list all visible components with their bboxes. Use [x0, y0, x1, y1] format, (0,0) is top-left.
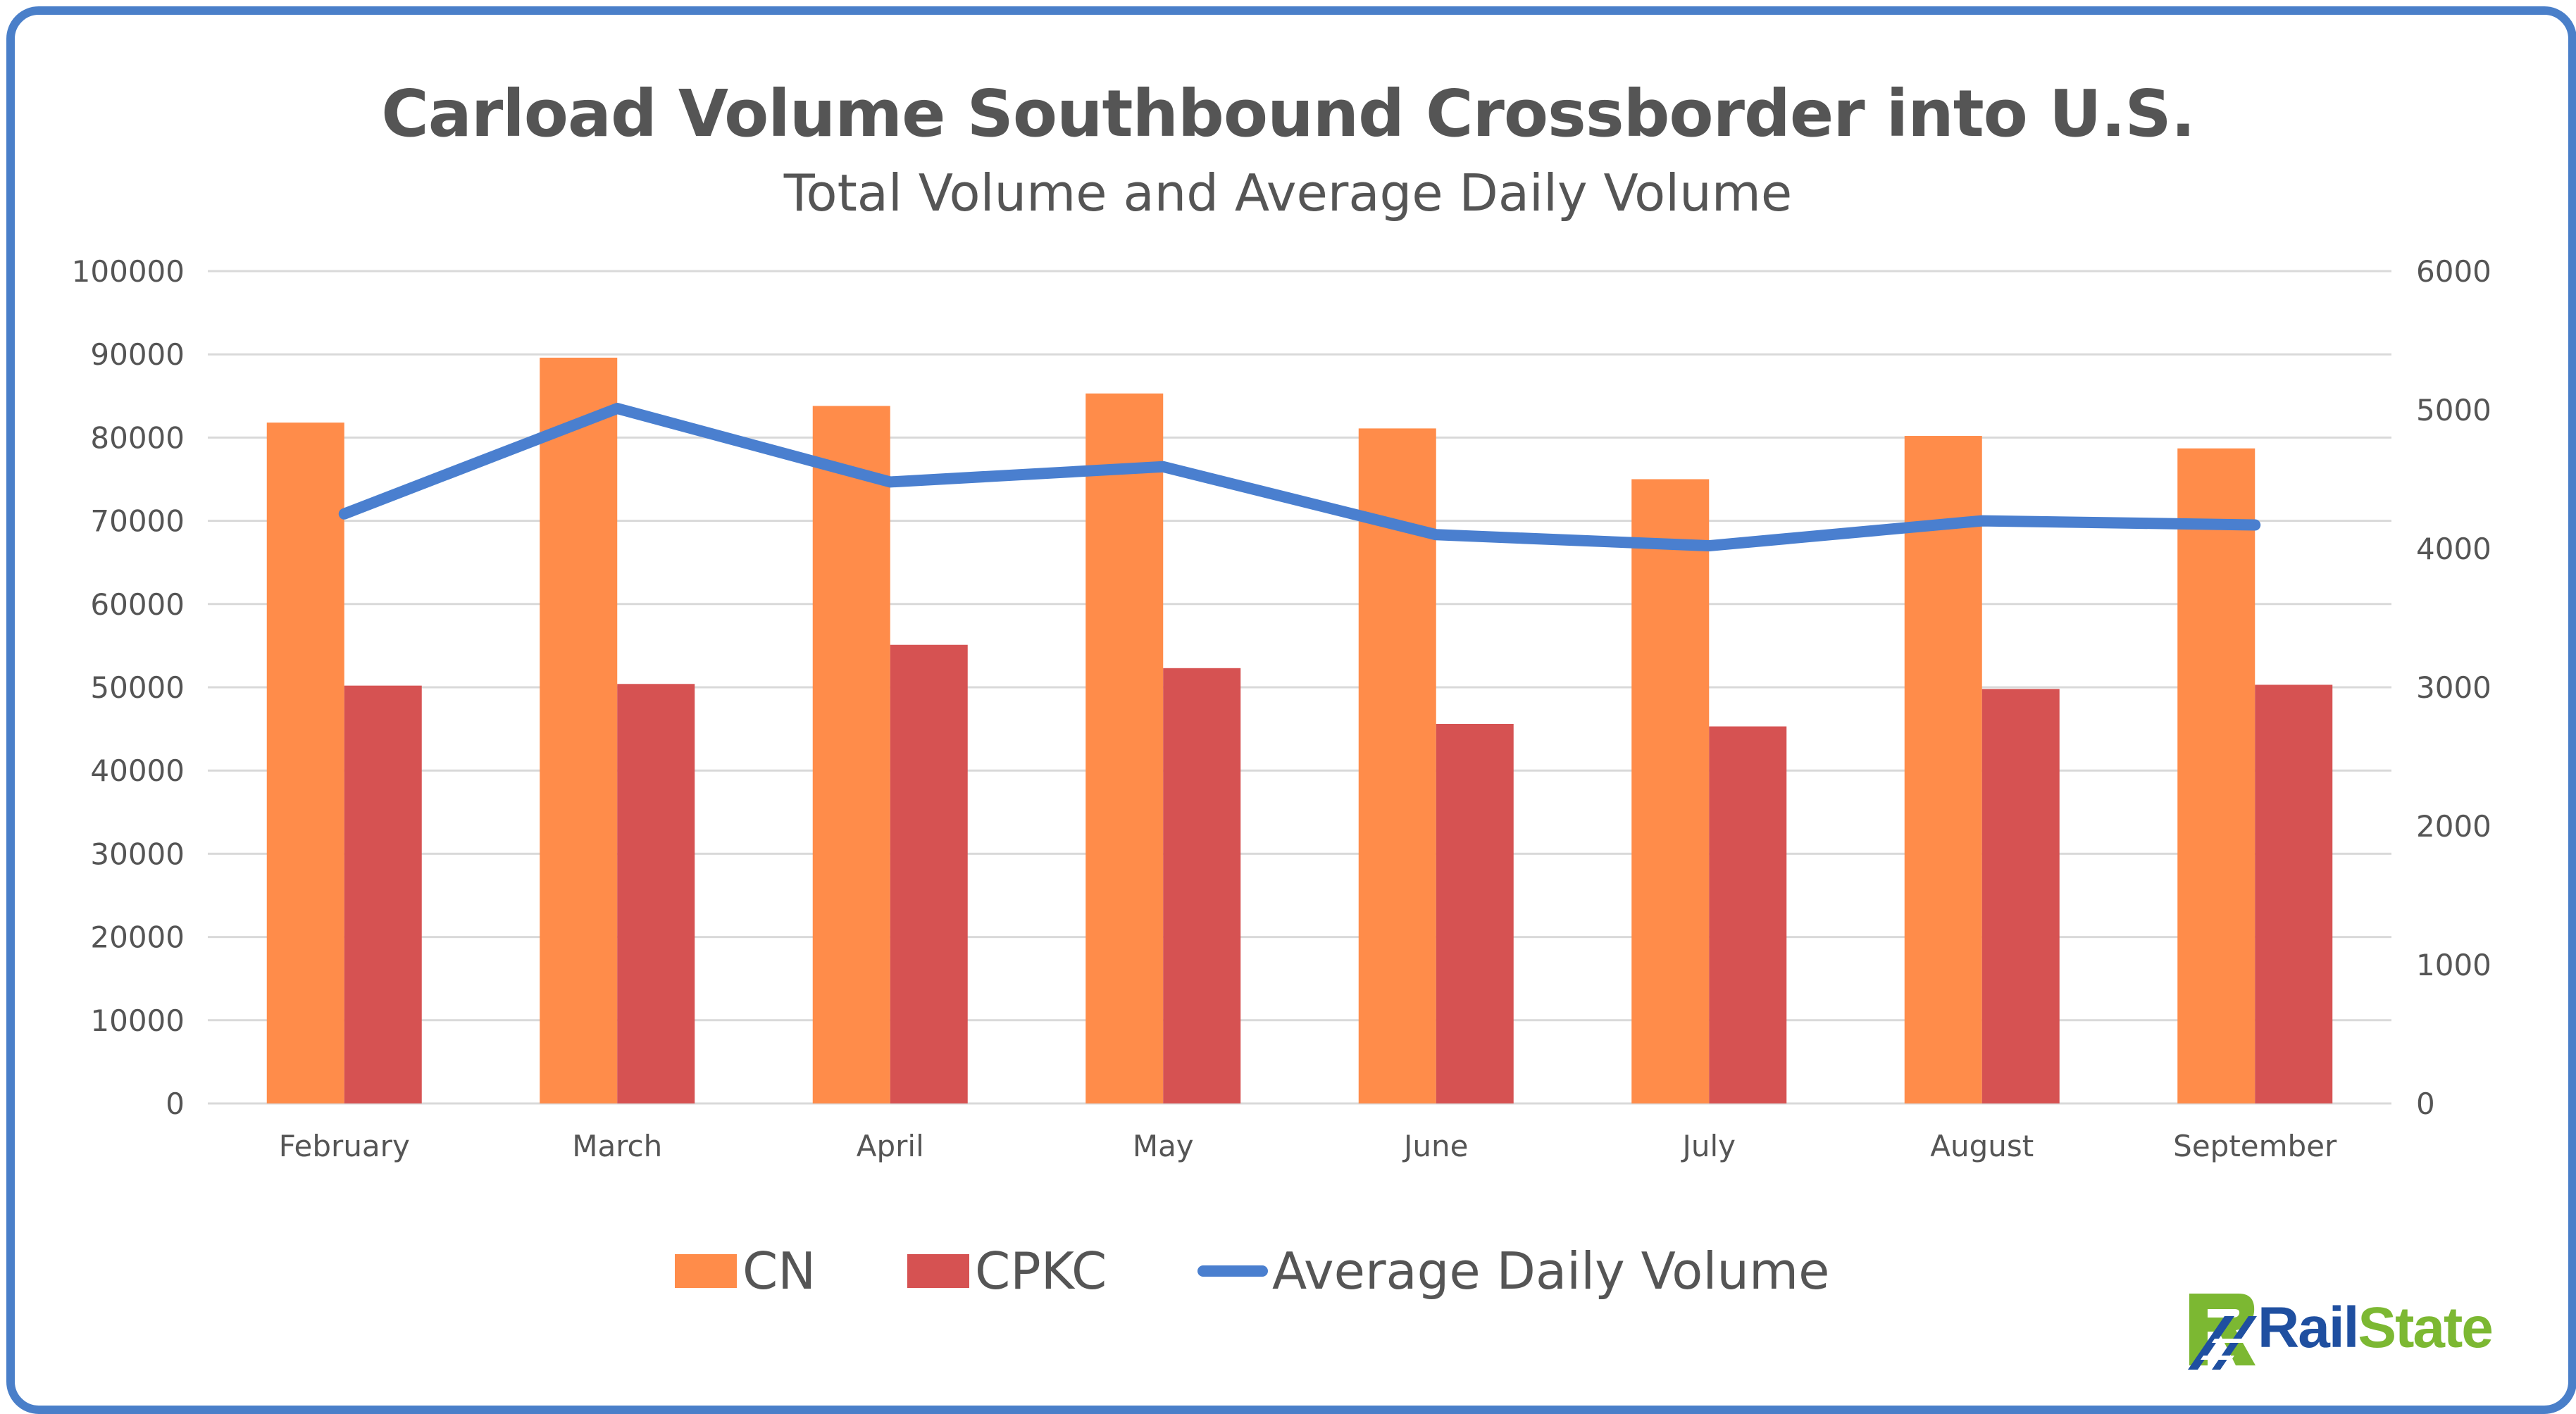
line-point: [1980, 519, 1984, 523]
line-point: [2253, 523, 2257, 527]
bar-cn-july: [1631, 479, 1710, 1103]
legend-line-average-daily-volume: [1197, 1265, 1268, 1277]
railstate-logo-icon: [2188, 1294, 2257, 1370]
x-tick-label: February: [279, 1129, 410, 1163]
railstate-logo-text: RailState: [2258, 1295, 2494, 1361]
legend-item-cn: CN: [675, 1236, 816, 1306]
x-tick-label: June: [1402, 1129, 1468, 1163]
left-tick-label: 60000: [90, 587, 185, 622]
bar-cpkc-july: [1709, 726, 1787, 1103]
legend-item-average-daily-volume: Average Daily Volume: [1197, 1236, 1829, 1306]
left-tick-label: 30000: [90, 837, 185, 871]
line-point: [1707, 544, 1711, 548]
bar-cn-may: [1085, 393, 1164, 1103]
left-tick-label: 100000: [72, 254, 185, 289]
line-point: [1162, 465, 1165, 468]
left-tick-label: 80000: [90, 420, 185, 455]
bar-cn-september: [2177, 448, 2255, 1103]
right-tick-label: 2000: [2416, 809, 2491, 844]
bars: [266, 357, 2333, 1104]
legend-item-cpkc: CPKC: [907, 1236, 1107, 1306]
right-tick-label: 5000: [2416, 393, 2491, 427]
line-average-daily-volume: [338, 403, 2261, 552]
right-tick-label: 4000: [2416, 532, 2491, 566]
left-tick-label: 90000: [90, 337, 185, 372]
left-tick-label: 10000: [90, 1003, 185, 1038]
left-tick-label: 40000: [90, 753, 185, 788]
legend: CN CPKC Average Daily Volume: [0, 1236, 2576, 1306]
left-tick-label: 0: [166, 1087, 185, 1121]
x-tick-label: May: [1133, 1129, 1194, 1163]
x-axis-labels: February March April May June July August Septe…: [279, 1129, 2337, 1163]
bar-cpkc-august: [1981, 689, 2060, 1103]
bar-cpkc-february: [344, 685, 422, 1103]
left-tick-label: 50000: [90, 670, 185, 705]
right-tick-label: 0: [2416, 1087, 2435, 1121]
legend-swatch-cpkc: [907, 1254, 969, 1288]
bar-cpkc-april: [890, 644, 968, 1103]
left-tick-label: 20000: [90, 920, 185, 955]
left-tick-label: 70000: [90, 504, 185, 539]
railstate-logo: RailState: [2184, 1285, 2522, 1377]
right-axis-ticks: 0 1000 2000 3000 4000 5000 6000: [2416, 254, 2491, 1121]
line-point: [616, 407, 619, 411]
x-tick-label: March: [572, 1129, 662, 1163]
legend-swatch-cn: [675, 1254, 737, 1288]
line-point: [888, 480, 892, 484]
line-point: [342, 512, 346, 515]
chart-title: Carload Volume Southbound Crossborder in…: [381, 76, 2196, 151]
chart-frame: [6, 6, 2576, 1414]
x-tick-label: April: [857, 1129, 924, 1163]
logo-text-rail: Rail: [2258, 1296, 2359, 1360]
logo-text-state: State: [2358, 1296, 2494, 1360]
bar-cn-august: [1904, 436, 1982, 1103]
bar-cn-june: [1358, 428, 1436, 1103]
bar-cn-march: [540, 357, 618, 1104]
bar-cn-april: [812, 406, 890, 1103]
legend-label-cn: CN: [742, 1241, 816, 1301]
line-point: [1434, 533, 1438, 537]
bar-cn-february: [266, 423, 344, 1103]
x-tick-label: August: [1930, 1129, 2034, 1163]
bar-cpkc-september: [2255, 684, 2333, 1103]
chart-subtitle: Total Volume and Average Daily Volume: [783, 163, 1793, 223]
legend-label-cpkc: CPKC: [975, 1241, 1107, 1301]
gridlines: [208, 270, 2391, 1105]
bar-cpkc-june: [1436, 724, 1514, 1103]
bar-cpkc-may: [1163, 668, 1241, 1103]
line-series: [338, 403, 2261, 552]
right-tick-label: 3000: [2416, 670, 2491, 705]
x-tick-label: July: [1680, 1129, 1736, 1163]
right-tick-label: 1000: [2416, 948, 2491, 982]
right-tick-label: 6000: [2416, 254, 2491, 289]
legend-label-average-daily-volume: Average Daily Volume: [1272, 1241, 1830, 1301]
x-tick-label: September: [2173, 1129, 2337, 1163]
left-axis-ticks: 0 10000 20000 30000 40000 50000 60000 70000 8000…: [72, 254, 185, 1121]
bar-cpkc-march: [617, 684, 695, 1103]
